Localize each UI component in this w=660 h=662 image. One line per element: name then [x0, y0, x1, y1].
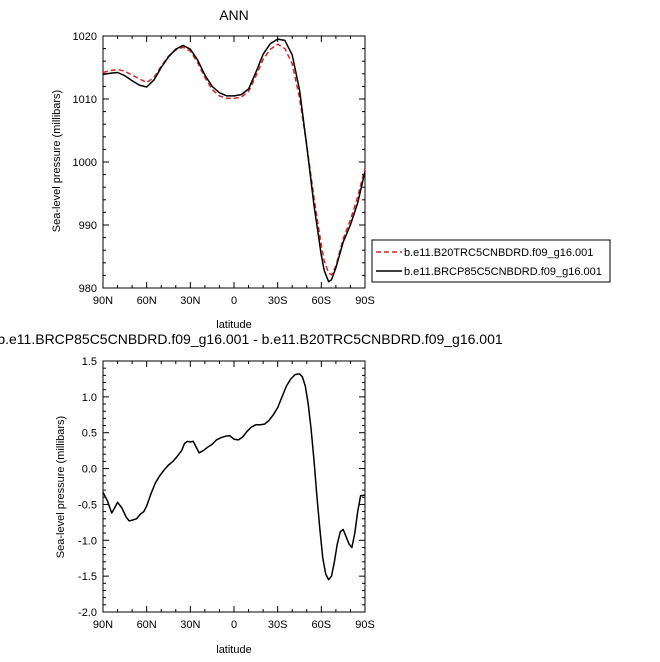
- bottom-xtick-label: 60N: [137, 619, 157, 631]
- top-ytick-label: 1020: [73, 31, 97, 43]
- bottom-xtick-label: 30N: [180, 619, 200, 631]
- legend-box: [371, 239, 611, 283]
- top-plot-area: 90N 60N 30N 0 30S 60S 90S 980 990 1000 1010 1020: [73, 31, 375, 307]
- bottom-ytick-label: 1.5: [82, 356, 97, 368]
- bottom-xtick-label: 90N: [93, 619, 113, 631]
- top-ytick-label: 990: [79, 220, 97, 232]
- top-xtick-label: 30N: [180, 295, 200, 307]
- bottom-xtick-label: 0: [231, 619, 237, 631]
- bottom-ytick-label: 0.5: [82, 428, 97, 440]
- bottom-plot-area: 90N 60N 30N 0 30S 60S 90S -2.0 -1.5 -1.0 -0.5 0.0 0.…: [78, 356, 375, 631]
- top-ytick-label: 1000: [73, 157, 97, 169]
- bottom-ytick-label: -1.0: [78, 535, 97, 547]
- top-panel: ANN 90N 60N 30N 0 30S 60S 90S 980 990 1000 1010 102…: [51, 7, 375, 331]
- top-xtick-label: 90S: [355, 295, 375, 307]
- bottom-ytick-label: 1.0: [82, 392, 97, 404]
- top-series-line-1: [102, 38, 366, 283]
- legend-label-historical: b.e11.B20TRC5CNBDRD.f09_g16.001: [404, 247, 593, 259]
- bottom-ytick-label: -2.0: [78, 607, 97, 619]
- top-ytick-label: 980: [79, 283, 97, 295]
- bottom-ytick-label: 0.0: [82, 464, 97, 476]
- bottom-panel-title: b.e11.BRCP85C5CNBDRD.f09_g16.001 - b.e11…: [0, 331, 503, 347]
- bottom-xlabel: latitude: [216, 644, 251, 656]
- bottom-panel: b.e11.BRCP85C5CNBDRD.f09_g16.001 - b.e11…: [0, 331, 503, 656]
- top-xtick-label: 30S: [268, 295, 288, 307]
- top-xtick-label: 0: [231, 295, 237, 307]
- legend-label-rcp85: b.e11.BRCP85C5CNBDRD.f09_g16.001: [404, 266, 602, 278]
- top-ytick-label: 1010: [73, 94, 97, 106]
- top-xtick-label: 60N: [137, 295, 157, 307]
- top-series-line-0: [102, 43, 366, 276]
- top-ylabel: Sea-level pressure (millibars): [51, 90, 63, 232]
- bottom-xtick-label: 30S: [268, 619, 288, 631]
- top-xtick-label: 90N: [93, 295, 113, 307]
- top-plot-frame: [102, 35, 366, 289]
- bottom-xtick-label: 90S: [355, 619, 375, 631]
- top-xlabel: latitude: [216, 319, 251, 331]
- bottom-xtick-label: 60S: [312, 619, 332, 631]
- top-xtick-label: 60S: [312, 295, 332, 307]
- bottom-ytick-label: -0.5: [78, 499, 97, 511]
- legend: b.e11.B20TRC5CNBDRD.f09_g16.001 b.e11.BR…: [371, 239, 611, 283]
- top-panel-title: ANN: [219, 7, 249, 23]
- bottom-ylabel: Sea-level pressure (millibars): [55, 416, 67, 558]
- bottom-ytick-label: -1.5: [78, 571, 97, 583]
- bottom-series-line-0: [102, 373, 366, 581]
